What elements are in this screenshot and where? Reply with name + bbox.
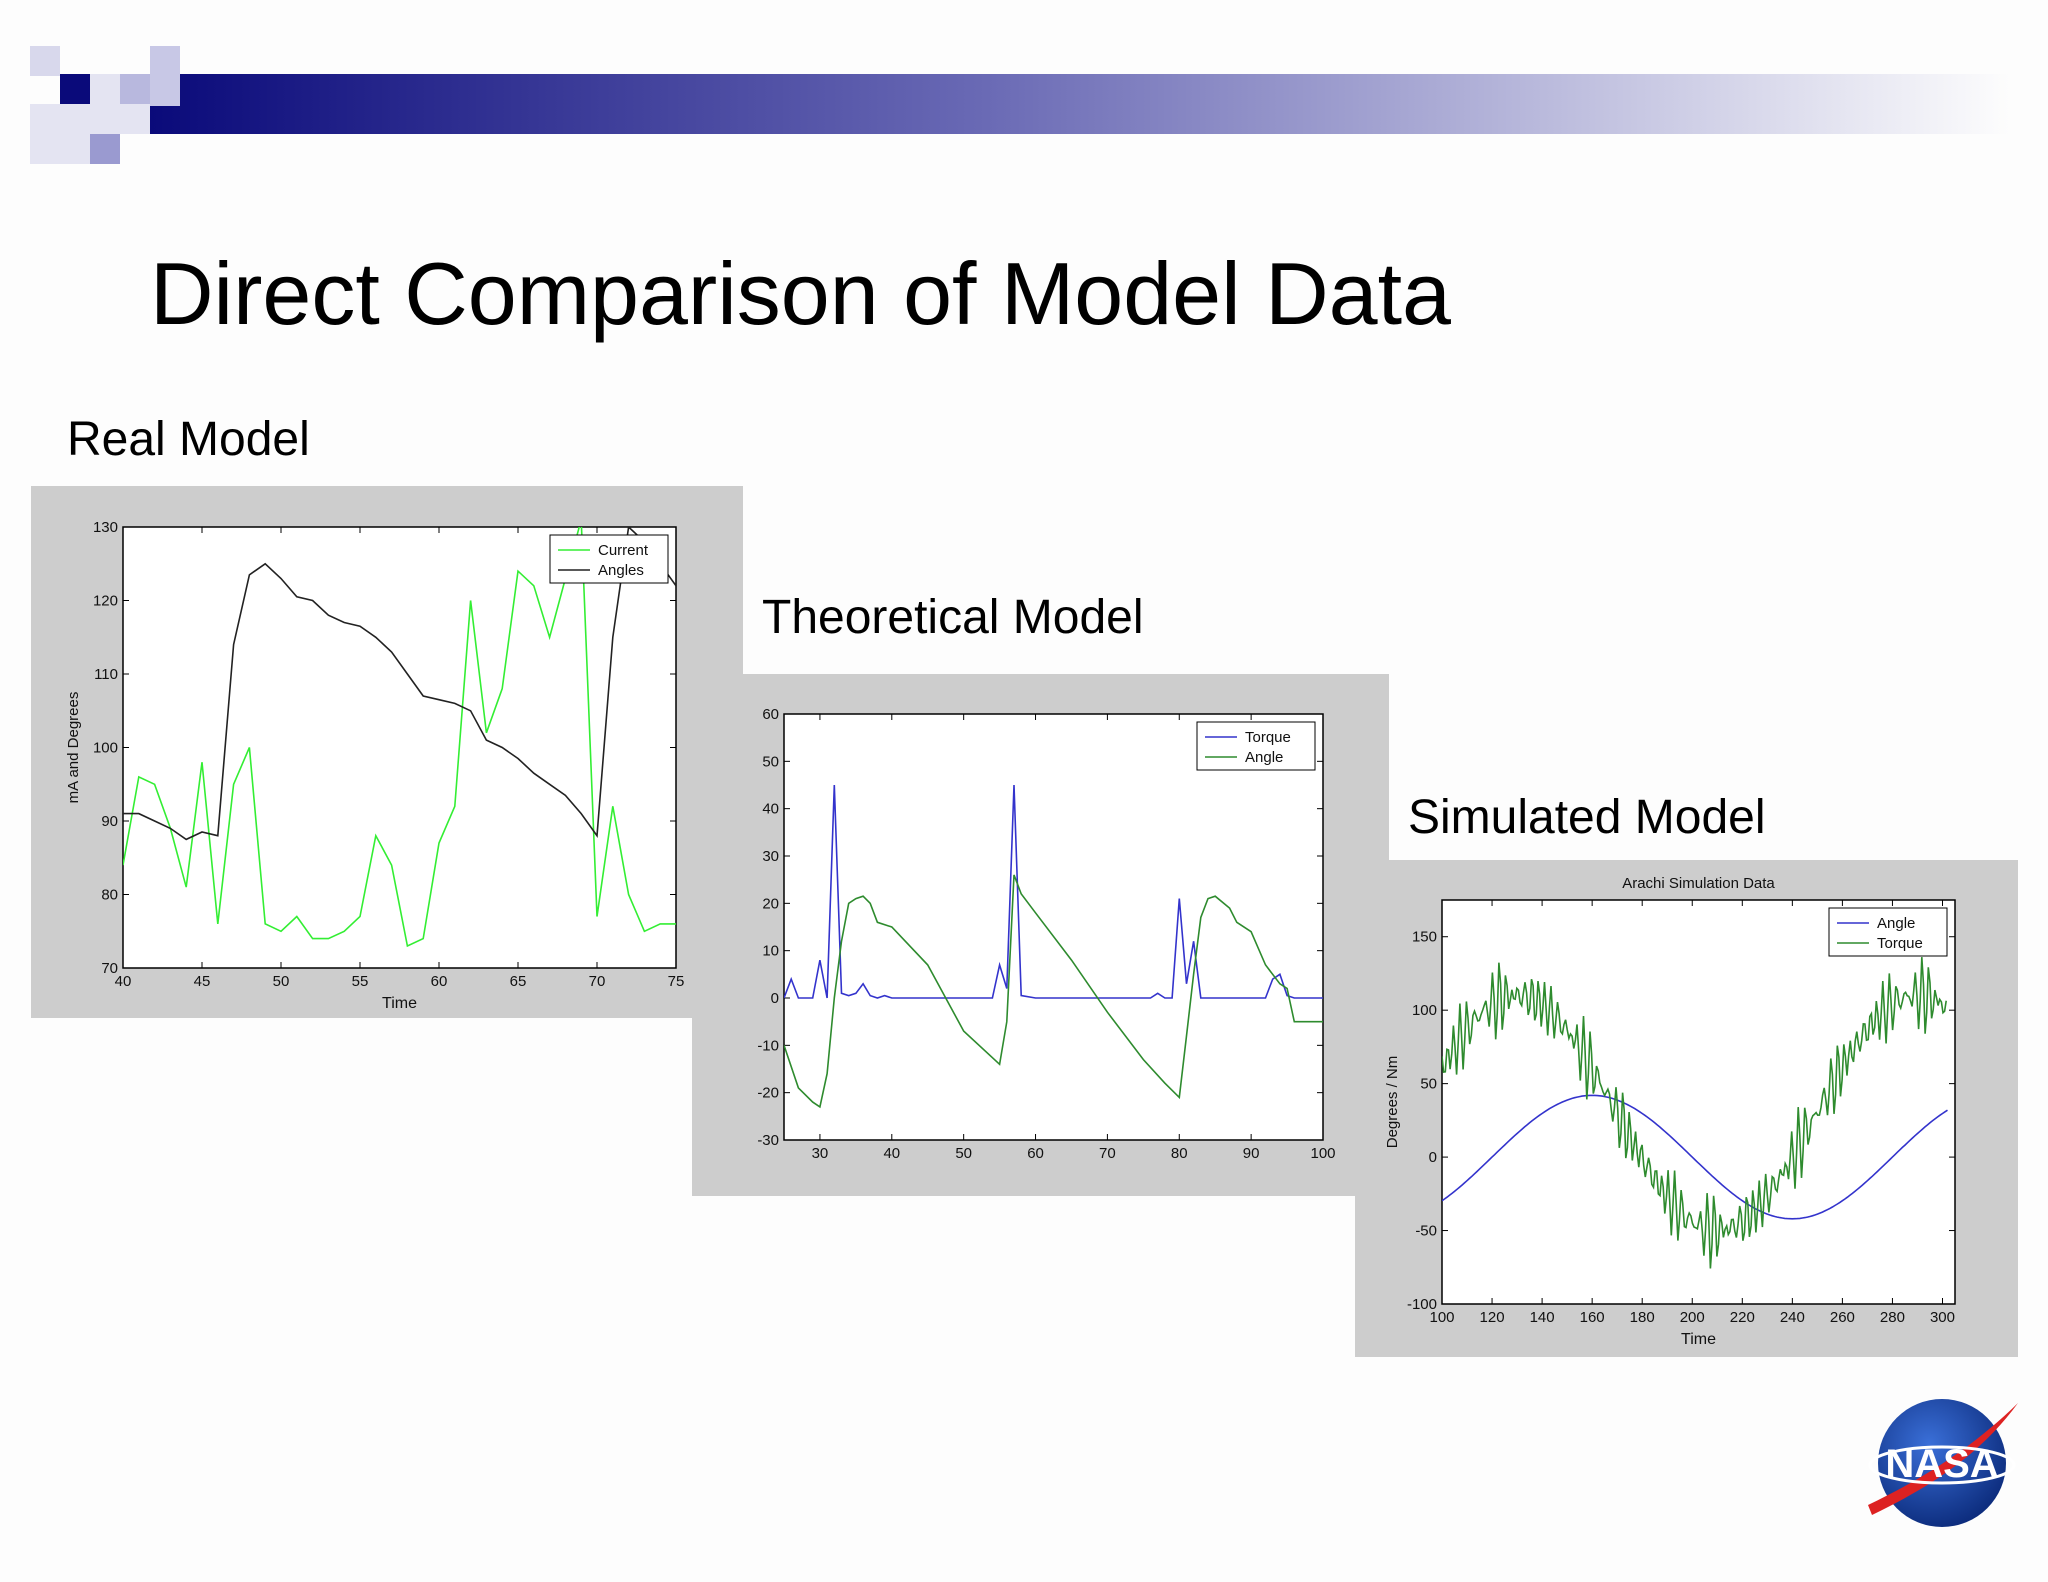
chart2-series-torque [784, 784, 1323, 999]
nasa-logo: NASA [1868, 1399, 2018, 1527]
chart3-y-axis-label: Degrees / Nm [1384, 1056, 1401, 1149]
chart3-series-angle [1442, 1094, 1948, 1220]
chart2-x-tick-label: 50 [955, 1145, 972, 1162]
simulated-model-label: Simulated Model [1408, 791, 1766, 844]
chart1-x-tick-label: 75 [668, 973, 685, 990]
chart1-x-tick-label: 70 [589, 973, 606, 990]
chart3-x-tick-label: 200 [1680, 1309, 1705, 1326]
chart1-x-tick-label: 55 [352, 973, 369, 990]
chart1-x-axis-label: Time [382, 995, 417, 1012]
chart3-y-tick-label: -50 [1415, 1223, 1437, 1240]
chart2-x-tick-label: 70 [1099, 1145, 1116, 1162]
chart1-series-current [123, 527, 676, 948]
nasa-logo-text: NASA [1885, 1442, 1998, 1486]
chart2-legend-label: Angle [1245, 749, 1283, 766]
chart1-y-tick-label: 130 [93, 519, 118, 536]
chart3-x-tick-label: 120 [1480, 1309, 1505, 1326]
chart1-legend-label: Current [598, 542, 649, 559]
chart2-y-tick-label: 40 [762, 801, 779, 818]
chart2-x-tick-label: 30 [812, 1145, 829, 1162]
chart1-y-axis-label: mA and Degrees [65, 692, 82, 804]
chart3-legend [1828, 907, 1948, 957]
chart3-x-tick-label: 180 [1630, 1309, 1655, 1326]
chart2-y-tick-label: -30 [757, 1132, 779, 1149]
chart2-x-tick-label: 60 [1027, 1145, 1044, 1162]
chart2-y-tick-label: -20 [757, 1085, 779, 1102]
chart1-y-tick-label: 100 [93, 740, 118, 757]
chart3-y-tick-label: -100 [1407, 1296, 1437, 1313]
chart1-y-tick-label: 90 [101, 813, 118, 830]
chart3-x-tick-label: 100 [1429, 1309, 1454, 1326]
chart1-y-tick-label: 120 [93, 593, 118, 610]
chart3-x-tick-label: 260 [1830, 1309, 1855, 1326]
chart1-x-tick-label: 40 [115, 973, 132, 990]
chart2-y-tick-label: -10 [757, 1037, 779, 1054]
chart3-series-torque [1442, 957, 1947, 1269]
chart2-y-tick-label: 0 [771, 990, 779, 1007]
chart3-plot-area [1441, 899, 1956, 1305]
chart1-x-tick-label: 60 [431, 973, 448, 990]
chart2-y-tick-label: 50 [762, 753, 779, 770]
chart2-x-tick-label: 100 [1310, 1145, 1335, 1162]
chart3-x-tick-label: 140 [1530, 1309, 1555, 1326]
chart2-plot-area [783, 713, 1324, 1141]
chart1-y-tick-label: 70 [101, 960, 118, 977]
chart3-x-tick-label: 220 [1730, 1309, 1755, 1326]
chart1-y-tick-label: 110 [94, 666, 118, 683]
chart3-y-tick-label: 0 [1429, 1149, 1437, 1166]
theoretical-model-label: Theoretical Model [762, 591, 1144, 644]
real-model-label: Real Model [67, 413, 310, 466]
chart3-y-tick-label: 100 [1412, 1002, 1437, 1019]
chart2-series-angle [784, 874, 1323, 1109]
chart1-y-tick-label: 80 [101, 887, 118, 904]
chart3-title: Arachi Simulation Data [1622, 875, 1775, 892]
chart3-y-tick-label: 50 [1420, 1076, 1437, 1093]
slide-title: Direct Comparison of Model Data [150, 244, 1451, 343]
chart1-x-tick-label: 50 [273, 973, 290, 990]
chart3-x-tick-label: 160 [1580, 1309, 1605, 1326]
chart1-legend [549, 534, 669, 584]
chart1-series-angles [123, 527, 676, 841]
chart2-x-tick-label: 40 [883, 1145, 900, 1162]
chart2-y-tick-label: 10 [762, 943, 779, 960]
header-banner [30, 46, 2010, 164]
chart3-x-tick-label: 280 [1880, 1309, 1905, 1326]
chart2-x-tick-label: 80 [1171, 1145, 1188, 1162]
chart1-x-tick-label: 65 [510, 973, 527, 990]
chart3-x-tick-label: 300 [1930, 1309, 1955, 1326]
chart3-y-tick-label: 150 [1412, 929, 1437, 946]
chart1-legend-label: Angles [598, 562, 644, 579]
chart2-y-tick-label: 20 [762, 895, 779, 912]
chart1-x-tick-label: 45 [194, 973, 211, 990]
chart2-legend-label: Torque [1245, 729, 1291, 746]
chart2-y-tick-label: 60 [762, 706, 779, 723]
chart3-legend-label: Angle [1877, 915, 1915, 932]
chart2-x-tick-label: 90 [1243, 1145, 1260, 1162]
chart2-legend [1196, 721, 1316, 771]
chart3-legend-label: Torque [1877, 935, 1923, 952]
chart2-y-tick-label: 30 [762, 848, 779, 865]
chart3-x-tick-label: 240 [1780, 1309, 1805, 1326]
chart3-x-axis-label: Time [1681, 1331, 1716, 1348]
